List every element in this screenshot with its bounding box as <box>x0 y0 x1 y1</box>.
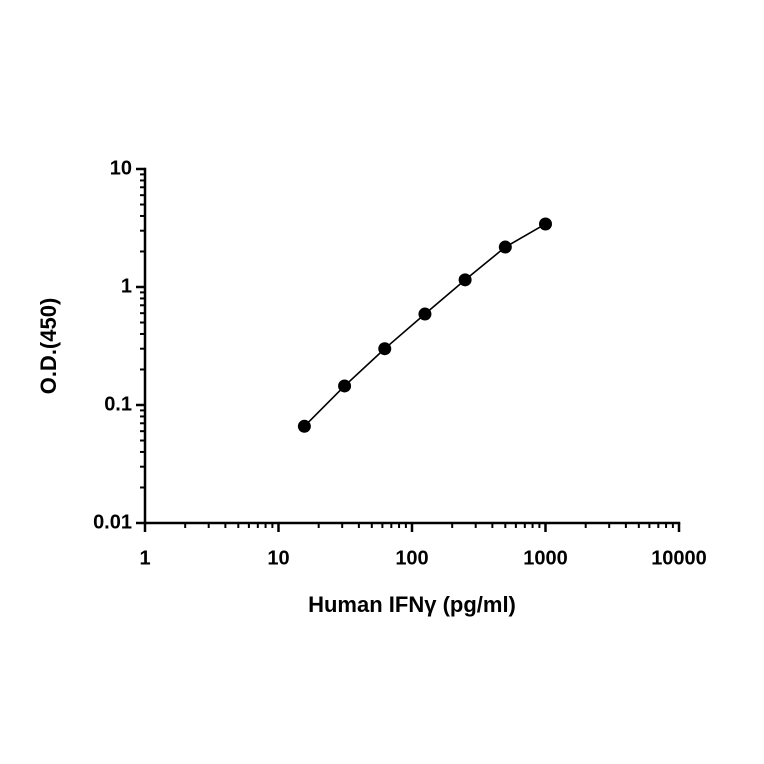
y-tick-label: 1 <box>121 275 132 297</box>
x-axis-title: Human IFNγ (pg/ml) <box>308 592 516 617</box>
curve <box>303 223 546 427</box>
point <box>297 419 311 433</box>
y-tick-label: 10 <box>110 157 132 179</box>
x-tick-label: 1000 <box>523 547 568 569</box>
x-tick-label: 10000 <box>651 547 707 569</box>
point <box>418 307 432 321</box>
x-tick-label: 100 <box>395 547 428 569</box>
x-tick-label: 10 <box>267 547 289 569</box>
y-axis-title: O.D.(450) <box>36 298 61 395</box>
y-tick-label: 0.1 <box>104 393 132 415</box>
point <box>498 240 512 254</box>
point <box>539 217 552 231</box>
point <box>458 273 472 287</box>
point <box>338 379 352 393</box>
x-tick-label: 1 <box>139 547 150 569</box>
y-tick-label: 0.01 <box>93 511 132 533</box>
point <box>378 342 392 356</box>
